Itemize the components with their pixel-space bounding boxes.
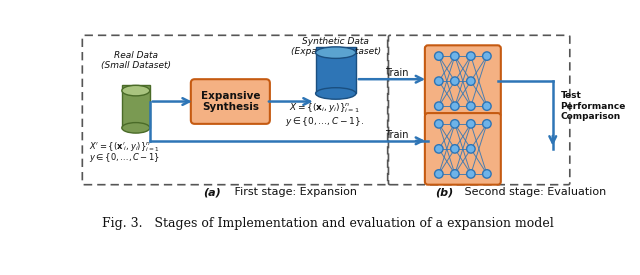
Circle shape	[451, 145, 459, 153]
Circle shape	[467, 145, 475, 153]
Circle shape	[435, 145, 443, 153]
Circle shape	[451, 77, 459, 85]
Text: $y \in \{0,\ldots,C-1\}$: $y \in \{0,\ldots,C-1\}$	[90, 151, 161, 164]
Text: Synthetic Data
(Expanded Dataset): Synthetic Data (Expanded Dataset)	[291, 37, 381, 56]
Circle shape	[483, 170, 491, 178]
Text: Test
Performance
Comparison: Test Performance Comparison	[561, 91, 626, 121]
Text: $X = \{(\mathbf{x}_i, y_i)\}_{i=1}^{n}$: $X = \{(\mathbf{x}_i, y_i)\}_{i=1}^{n}$	[289, 102, 360, 115]
Circle shape	[435, 120, 443, 128]
Text: (a): (a)	[203, 187, 221, 197]
Circle shape	[467, 102, 475, 110]
Circle shape	[435, 77, 443, 85]
Text: Fig. 3.   Stages of Implementation and evaluation of a expansion model: Fig. 3. Stages of Implementation and eva…	[102, 218, 554, 230]
Bar	[122, 85, 150, 128]
Text: (b): (b)	[435, 187, 453, 197]
Text: Expansive
Synthesis: Expansive Synthesis	[200, 91, 260, 112]
Circle shape	[483, 52, 491, 60]
Bar	[316, 47, 356, 94]
Text: $y \in \{0,\ldots,C-1\}.$: $y \in \{0,\ldots,C-1\}.$	[285, 115, 365, 128]
Ellipse shape	[316, 47, 356, 58]
Circle shape	[451, 170, 459, 178]
Circle shape	[435, 102, 443, 110]
Circle shape	[483, 102, 491, 110]
Text: Train: Train	[385, 68, 408, 78]
Text: First stage: Expansion: First stage: Expansion	[231, 187, 357, 197]
Circle shape	[435, 52, 443, 60]
Text: Real Data
(Small Dataset): Real Data (Small Dataset)	[101, 51, 171, 70]
Ellipse shape	[122, 85, 150, 96]
Text: Train: Train	[385, 130, 408, 140]
Circle shape	[483, 120, 491, 128]
Ellipse shape	[316, 88, 356, 99]
FancyBboxPatch shape	[425, 45, 501, 117]
FancyBboxPatch shape	[425, 113, 501, 185]
Circle shape	[467, 170, 475, 178]
Text: $X' = \{(\mathbf{x}'_i, y_i)\}_{i=1}^{n'}$: $X' = \{(\mathbf{x}'_i, y_i)\}_{i=1}^{n'…	[90, 139, 160, 154]
Circle shape	[467, 52, 475, 60]
FancyBboxPatch shape	[191, 79, 270, 124]
Circle shape	[451, 102, 459, 110]
Ellipse shape	[122, 123, 150, 133]
Circle shape	[467, 120, 475, 128]
Circle shape	[467, 77, 475, 85]
Circle shape	[451, 120, 459, 128]
Text: Second stage: Evaluation: Second stage: Evaluation	[461, 187, 607, 197]
Circle shape	[435, 170, 443, 178]
Circle shape	[451, 52, 459, 60]
